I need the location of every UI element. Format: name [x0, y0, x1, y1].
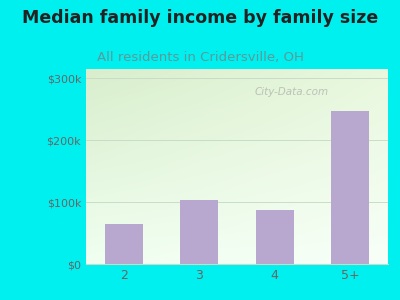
Bar — [105, 224, 143, 264]
Text: All residents in Cridersville, OH: All residents in Cridersville, OH — [96, 51, 304, 64]
Bar — [331, 111, 369, 264]
Bar — [180, 200, 218, 264]
Bar — [256, 210, 294, 264]
Text: Median family income by family size: Median family income by family size — [22, 9, 378, 27]
Text: City-Data.com: City-Data.com — [254, 87, 328, 98]
